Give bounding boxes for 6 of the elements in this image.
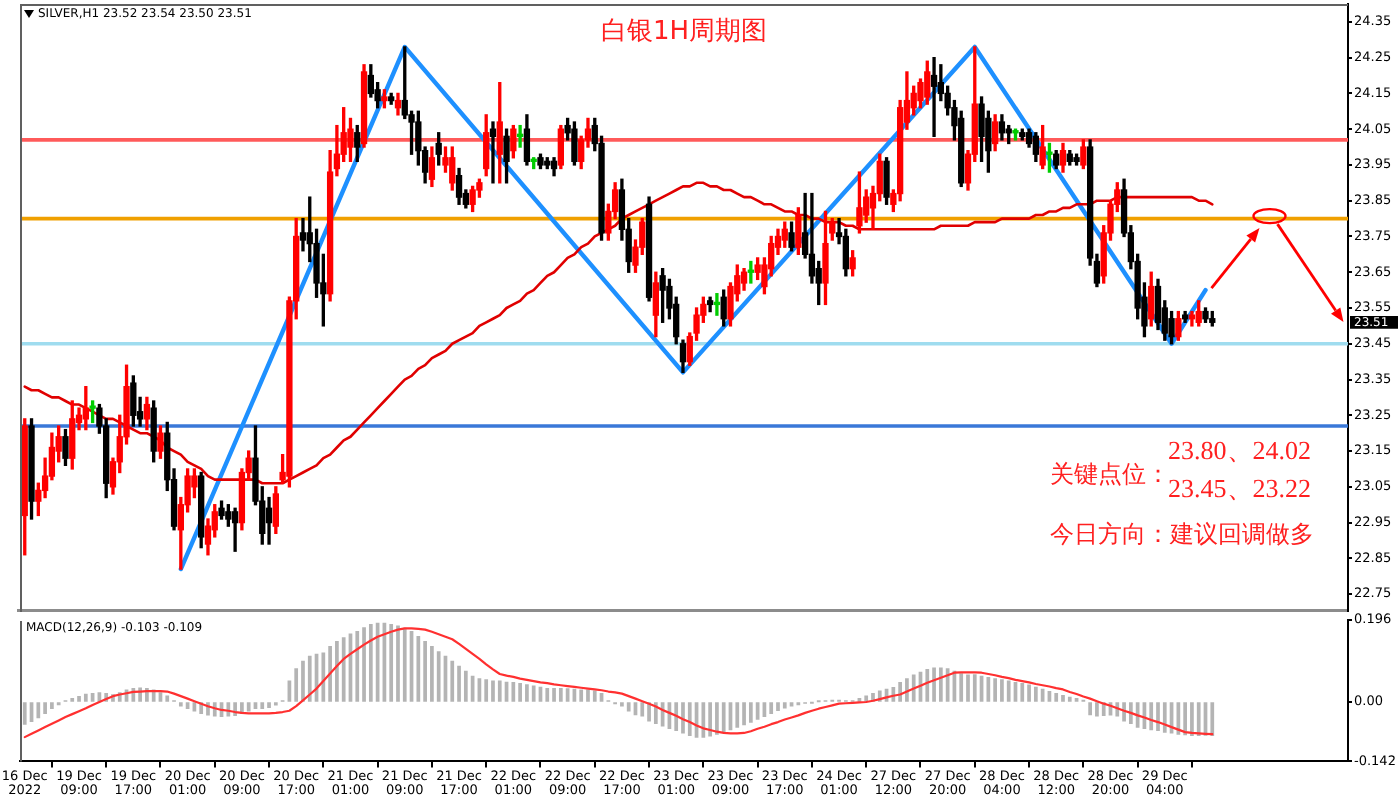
annotation: 今日方向：建议回调做多 <box>1050 520 1314 549</box>
text: 白银1H周期图 <box>600 16 768 47</box>
annotation: 23.45、23.22 <box>1168 472 1311 503</box>
candlestick <box>930 56 938 137</box>
annotation: 关键点位： <box>1050 460 1170 489</box>
annotation: 23.80、24.02 <box>1168 434 1311 465</box>
